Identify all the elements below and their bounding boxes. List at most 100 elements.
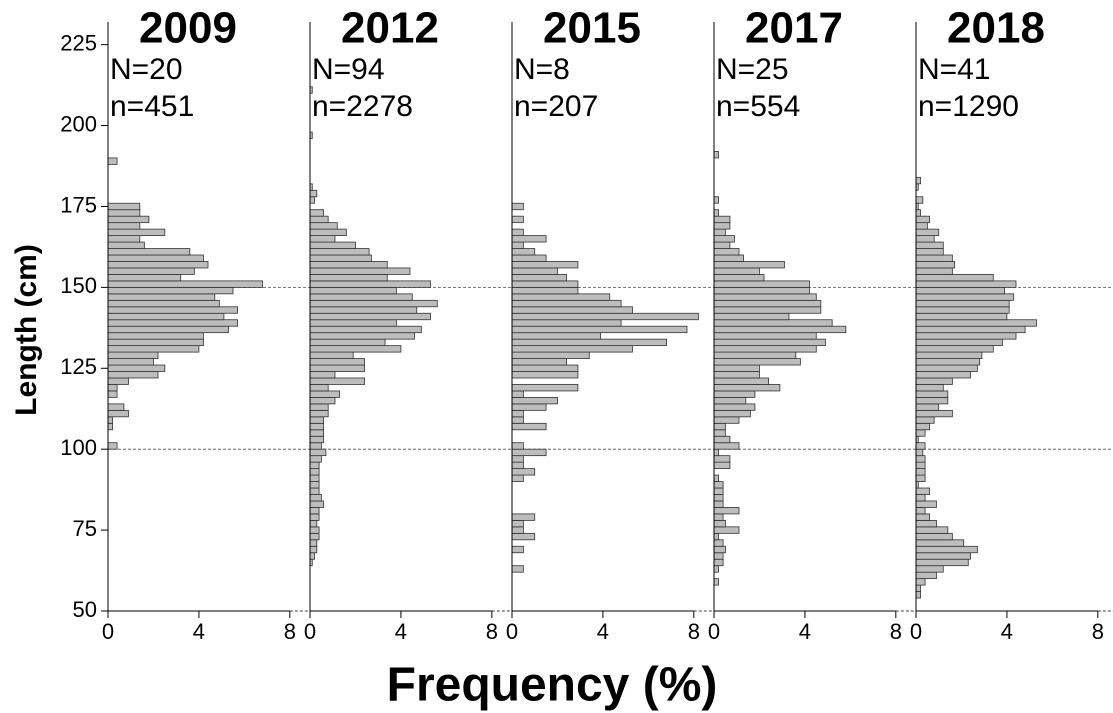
bar <box>915 345 994 353</box>
bar <box>713 280 810 288</box>
annotation: N=41 <box>918 53 991 86</box>
bar <box>915 545 978 554</box>
bar <box>713 390 756 398</box>
bar <box>309 351 354 359</box>
bar <box>107 267 195 275</box>
bar <box>511 228 524 236</box>
bar <box>915 371 971 379</box>
bar <box>713 319 833 327</box>
bar <box>713 228 726 236</box>
bar <box>309 455 322 463</box>
bar <box>107 215 150 224</box>
bar <box>309 461 320 470</box>
bar <box>107 371 159 379</box>
bar <box>107 241 145 249</box>
bar <box>309 448 327 457</box>
bar <box>107 312 225 321</box>
bar <box>511 261 579 269</box>
bar <box>107 384 118 392</box>
bar <box>309 507 320 515</box>
bar <box>309 261 388 269</box>
x-tick-label: 4 <box>395 619 407 644</box>
bar <box>713 325 847 334</box>
bar <box>511 519 524 528</box>
bar <box>915 286 1006 295</box>
y-tick-label: 100 <box>60 435 97 460</box>
bar <box>915 416 935 424</box>
bar <box>915 455 926 463</box>
bar <box>309 416 325 424</box>
bar <box>915 494 926 502</box>
bar <box>511 390 524 398</box>
bar <box>713 507 740 515</box>
bar <box>309 384 329 392</box>
bar <box>511 235 547 243</box>
bar <box>309 358 365 366</box>
bar <box>511 448 547 457</box>
y-axis-label: Length (cm) <box>10 244 43 416</box>
bar <box>309 332 415 340</box>
bar <box>309 487 320 495</box>
bar <box>713 481 724 489</box>
bar <box>915 299 1010 308</box>
bar <box>309 545 318 554</box>
bar <box>511 280 579 288</box>
bar <box>107 202 141 211</box>
bar <box>915 267 953 275</box>
bar <box>511 351 590 359</box>
bar <box>511 293 611 301</box>
bar <box>915 364 978 372</box>
bar <box>511 319 622 327</box>
x-tick-label: 0 <box>910 619 922 644</box>
x-tick-label: 4 <box>799 619 811 644</box>
bar <box>511 461 524 470</box>
bar <box>713 358 801 366</box>
bar <box>915 442 926 450</box>
x-tick-label: 4 <box>193 619 205 644</box>
bar <box>107 325 229 334</box>
bar <box>309 248 370 256</box>
bar <box>511 306 633 314</box>
bar <box>915 248 944 256</box>
annotation: n=2278 <box>312 90 413 123</box>
bar <box>713 261 785 269</box>
bar <box>915 532 953 541</box>
bar <box>309 526 320 534</box>
bar <box>915 384 944 392</box>
bar <box>713 397 747 405</box>
bar <box>309 539 318 547</box>
bar <box>511 384 579 392</box>
bar <box>107 358 154 366</box>
bar <box>511 565 524 573</box>
bar <box>713 215 731 224</box>
bar <box>511 358 567 366</box>
bar <box>511 215 524 224</box>
bar <box>713 539 724 547</box>
bar <box>915 196 924 204</box>
bar <box>713 222 731 230</box>
bar <box>915 390 949 398</box>
bar <box>107 403 125 411</box>
bar <box>915 235 935 243</box>
bar <box>713 448 719 457</box>
bar <box>713 377 769 385</box>
bar <box>511 513 536 521</box>
bar <box>511 532 536 541</box>
bar <box>915 591 921 599</box>
bar <box>309 481 320 489</box>
bar <box>309 532 320 541</box>
bar <box>309 513 320 521</box>
bar <box>511 267 558 275</box>
bar <box>713 306 822 314</box>
bar <box>915 500 937 508</box>
bar <box>915 403 940 411</box>
bar <box>309 274 388 282</box>
bar <box>713 241 731 249</box>
annotation: N=20 <box>110 53 183 86</box>
bar <box>309 500 325 508</box>
y-tick-label: 125 <box>60 354 97 379</box>
bar <box>309 519 318 528</box>
bar <box>309 267 411 275</box>
bar <box>713 500 724 508</box>
bar <box>511 364 579 372</box>
